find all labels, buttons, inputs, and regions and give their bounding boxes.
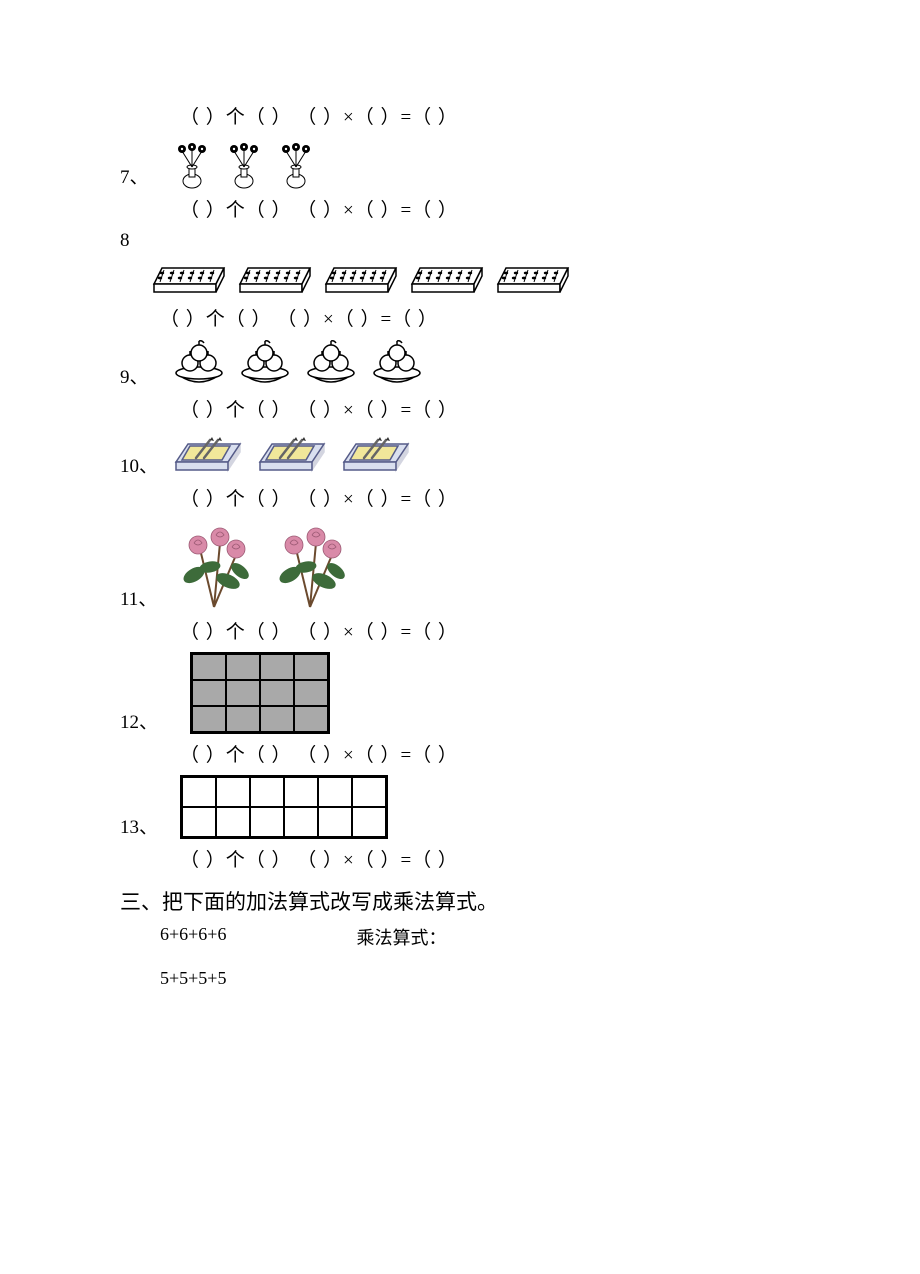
question-11: 11、 xyxy=(120,519,800,611)
fruit-plate-icon xyxy=(170,339,228,389)
fruit-plate-icon xyxy=(302,339,360,389)
question-12: 12、 xyxy=(120,652,800,734)
abacus-icon xyxy=(322,258,400,298)
item-number: 8 xyxy=(120,230,140,252)
abacus-icon xyxy=(150,258,228,298)
icon-row-fruit xyxy=(170,339,426,389)
pencil-case-icon xyxy=(338,430,414,478)
icon-row-abacus xyxy=(150,258,800,298)
question-9: 9、 xyxy=(120,339,800,389)
question-8: 8 xyxy=(120,230,800,252)
icon-row-pencase xyxy=(170,430,414,478)
item-number: 13、 xyxy=(120,812,180,839)
icon-row-vases xyxy=(170,137,318,189)
icon-row-roses xyxy=(170,519,354,611)
fill-blanks[interactable]: （ ）个（ ） （ ）×（ ）=（ ） xyxy=(180,195,800,222)
addition-line-2: 5+5+5+5 xyxy=(160,968,800,989)
addition-expr: 6+6+6+6 xyxy=(160,924,226,950)
fill-blanks[interactable]: （ ）个（ ） （ ）×（ ）=（ ） xyxy=(180,617,800,644)
grid-icon xyxy=(180,775,388,839)
fill-blanks[interactable]: （ ）个（ ） （ ）×（ ）=（ ） xyxy=(180,484,800,511)
item-number: 10、 xyxy=(120,451,170,478)
multiplication-label[interactable]: 乘法算式： xyxy=(356,924,446,950)
fill-blanks[interactable]: （ ）个（ ） （ ）×（ ）=（ ） xyxy=(180,395,800,422)
fill-blanks[interactable]: （ ）个（ ） （ ）×（ ）=（ ） xyxy=(180,845,800,872)
item-number: 7、 xyxy=(120,162,170,189)
abacus-icon xyxy=(236,258,314,298)
pencil-case-icon xyxy=(170,430,246,478)
item-number: 11、 xyxy=(120,584,170,611)
question-10: 10、 xyxy=(120,430,800,478)
addition-line-1: 6+6+6+6 乘法算式： xyxy=(160,924,800,950)
question-13: 13、 xyxy=(120,775,800,839)
fill-blanks[interactable]: （ ）个（ ） （ ）×（ ）=（ ） xyxy=(180,102,800,129)
vase-icon xyxy=(222,137,266,189)
vase-icon xyxy=(170,137,214,189)
abacus-icon xyxy=(494,258,572,298)
grid-icon xyxy=(190,652,330,734)
section-3-title: 三、把下面的加法算式改写成乘法算式。 xyxy=(120,886,800,916)
fruit-plate-icon xyxy=(236,339,294,389)
rose-bouquet-icon xyxy=(266,519,354,611)
vase-icon xyxy=(274,137,318,189)
pencil-case-icon xyxy=(254,430,330,478)
addition-expr: 5+5+5+5 xyxy=(160,968,226,989)
item-number: 9、 xyxy=(120,362,170,389)
rose-bouquet-icon xyxy=(170,519,258,611)
fruit-plate-icon xyxy=(368,339,426,389)
fill-blanks[interactable]: （ ）个（ ） （ ）×（ ）=（ ） xyxy=(180,740,800,767)
question-7: 7、 xyxy=(120,137,800,189)
item-number: 12、 xyxy=(120,707,190,734)
worksheet-page: （ ）个（ ） （ ）×（ ）=（ ） 7、 xyxy=(0,0,920,1055)
abacus-icon xyxy=(408,258,486,298)
fill-blanks[interactable]: （ ）个（ ） （ ）×（ ）=（ ） xyxy=(160,304,800,331)
